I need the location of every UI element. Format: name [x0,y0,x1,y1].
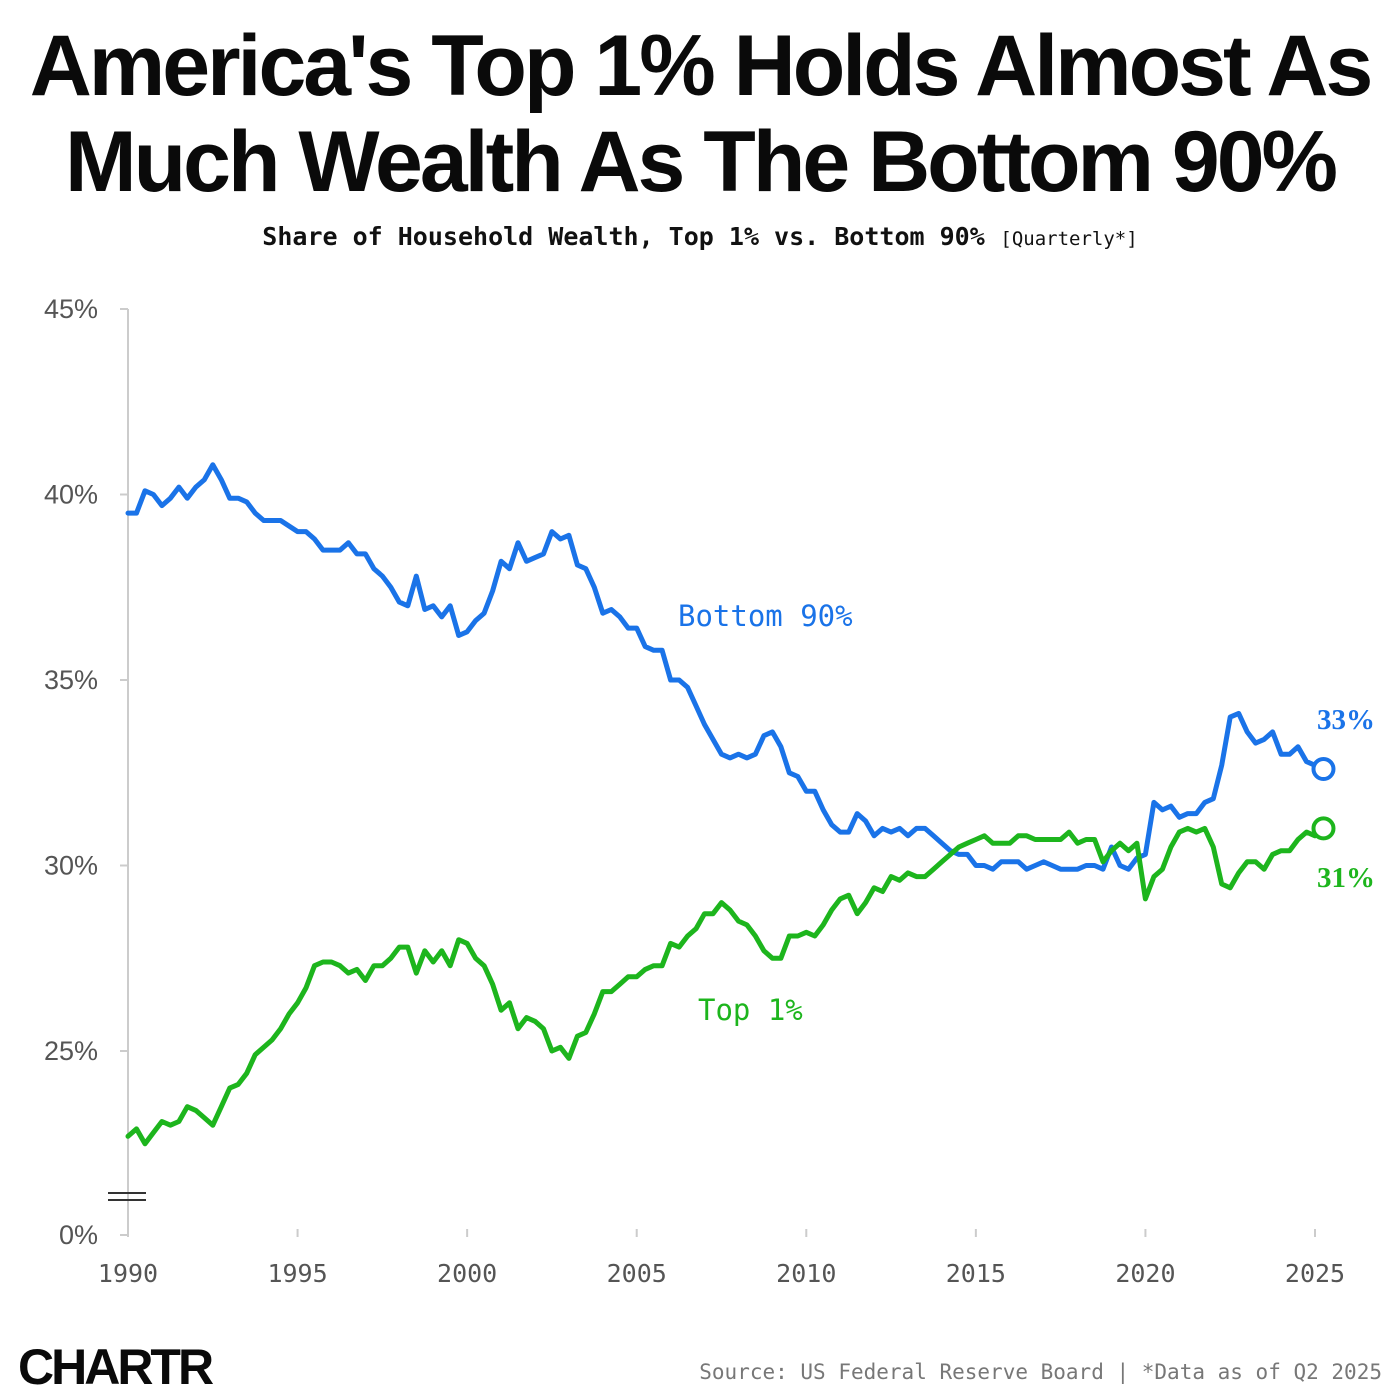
x-tick-label: 2025 [1285,1259,1345,1288]
series-end-marker-top-1 [1311,816,1336,841]
series-end-value-bottom-90: 33% [1317,704,1375,736]
y-tick-label: 40% [44,480,98,510]
chart-axes: 45% 40% 35% 30% 25% 0%1990 1995 2000 2005 2010 201… [44,294,1345,1288]
series-line-bottom-90 [125,462,1326,872]
chart-title-line-2: Much Wealth As The Bottom 90% [64,114,1338,210]
y-tick-label: 30% [44,851,98,881]
x-tick-label: 2020 [1115,1259,1175,1288]
y-tick-label: 0% [59,1220,98,1250]
series-label-top-1: Top 1% [698,993,803,1027]
x-tick-label: 2015 [946,1259,1006,1288]
x-tick-label: 2005 [607,1259,667,1288]
chart-title: America's Top 1% Holds Almost As Much We… [0,18,1400,210]
y-tick-label: 25% [44,1036,98,1066]
chart-labels: Bottom 90% 33% Top 1% 31% [678,599,1375,1027]
subtitle-main: Share of Household Wealth, Top 1% vs. Bo… [262,222,985,251]
y-tick-label: 45% [44,294,98,324]
x-tick-label: 1995 [267,1259,327,1288]
subtitle-note: [Quarterly*] [1000,228,1138,250]
series-end-value-top-1: 31% [1317,862,1375,894]
x-tick-label: 2010 [776,1259,836,1288]
series-end-marker-bottom-90 [1311,757,1336,782]
series-line-top-1 [125,825,1326,1147]
brand-logo: CHARTR [18,1339,214,1395]
series-label-bottom-90: Bottom 90% [678,599,853,633]
chart-subtitle: Share of Household Wealth, Top 1% vs. Bo… [0,222,1400,251]
x-tick-label: 1990 [98,1259,158,1288]
source-note: Source: US Federal Reserve Board | *Data… [699,1360,1382,1384]
x-tick-label: 2000 [437,1259,497,1288]
y-tick-label: 35% [44,665,98,695]
chart-series [125,462,1336,1147]
chart-title-line-1: America's Top 1% Holds Almost As [29,18,1374,114]
